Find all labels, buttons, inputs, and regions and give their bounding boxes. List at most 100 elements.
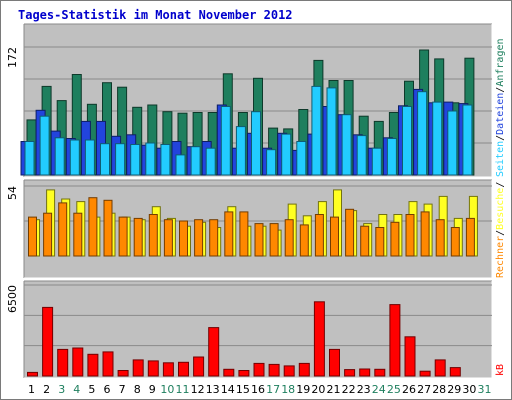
bar-seiten-day-29 [447, 110, 458, 176]
bar-seiten-day-23 [356, 135, 367, 176]
x-tick-label-day-22: 22 [342, 383, 356, 396]
bar-seiten-day-9 [145, 142, 156, 176]
bar-rechner-day-14 [224, 211, 234, 257]
x-tick-label-day-14: 14 [221, 383, 235, 396]
bar-kb-day-16 [253, 362, 265, 377]
bar-seiten-day-16 [251, 111, 261, 176]
bar-kb-day-14 [223, 368, 235, 377]
bar-seiten-day-21 [326, 87, 337, 176]
bar-rechner-day-24 [375, 227, 385, 257]
bar-seiten-day-2 [39, 115, 50, 176]
legend-anfragen: Anfragen [495, 38, 506, 86]
legend-seiten: Seiten [495, 141, 506, 177]
x-tick-label-day-9: 9 [149, 383, 156, 396]
x-tick-label-day-6: 6 [104, 383, 111, 396]
legend-separator: / [495, 230, 506, 236]
bar-kb-day-13 [208, 327, 220, 377]
x-tick-label-day-10: 10 [160, 383, 174, 396]
x-tick-label-day-29: 29 [447, 383, 461, 396]
bar-rechner-day-29 [450, 227, 460, 257]
bar-rechner-day-9 [148, 214, 158, 257]
bar-rechner-day-8 [133, 217, 143, 257]
bar-kb-day-8 [132, 359, 144, 377]
bar-seiten-day-8 [130, 144, 141, 176]
bar-seiten-day-24 [371, 147, 382, 176]
x-tick-label-day-2: 2 [43, 383, 50, 396]
bar-rechner-day-5 [88, 197, 98, 257]
bar-kb-day-15 [238, 370, 250, 377]
x-tick-label-day-5: 5 [88, 383, 95, 396]
bar-kb-day-10 [162, 362, 174, 377]
x-tick-label-day-16: 16 [251, 383, 265, 396]
chart-title: Tages-Statistik im Monat November 2012 [18, 8, 293, 22]
legend-kb: kB [495, 364, 506, 376]
x-tick-label-day-4: 4 [73, 383, 80, 396]
bar-seiten-day-25 [386, 138, 397, 176]
x-tick-label-day-13: 13 [206, 383, 220, 396]
bar-seiten-day-3 [54, 137, 65, 176]
x-tick-label-day-17: 17 [266, 383, 280, 396]
bar-seiten-day-4 [69, 139, 80, 176]
bar-rechner-day-3 [58, 202, 68, 257]
bar-seiten-day-11 [175, 154, 186, 176]
bar-kb-day-5 [87, 353, 99, 377]
bar-seiten-day-28 [432, 101, 443, 176]
bar-rechner-day-18 [284, 219, 294, 257]
bar-kb-day-28 [434, 359, 446, 377]
x-tick-label-day-7: 7 [119, 383, 126, 396]
bar-kb-day-26 [404, 336, 416, 377]
bar-kb-day-20 [313, 301, 325, 377]
bar-rechner-day-12 [194, 219, 204, 257]
bar-kb-day-12 [193, 356, 205, 377]
bar-kb-day-25 [389, 304, 401, 377]
bottom-ymax-label: 6500 [6, 285, 19, 313]
bar-rechner-day-4 [73, 212, 83, 257]
bar-rechner-day-15 [239, 211, 249, 257]
x-tick-label-day-3: 3 [58, 383, 65, 396]
bar-kb-day-4 [72, 347, 84, 377]
x-tick-label-day-23: 23 [357, 383, 371, 396]
bar-rechner-day-17 [269, 223, 279, 257]
bar-rechner-day-6 [103, 199, 113, 257]
bar-rechner-day-13 [209, 219, 219, 257]
bar-kb-day-9 [147, 360, 159, 377]
bar-seiten-day-27 [417, 91, 428, 176]
x-tick-label-day-26: 26 [402, 383, 416, 396]
x-tick-label-day-30: 30 [462, 383, 476, 396]
bar-kb-day-22 [344, 369, 356, 377]
bar-rechner-day-26 [405, 214, 415, 257]
bar-rechner-day-23 [360, 225, 370, 257]
bar-kb-day-1 [27, 371, 38, 377]
bar-kb-day-17 [268, 363, 280, 377]
bar-kb-day-18 [283, 365, 295, 377]
bar-kb-day-24 [374, 368, 386, 377]
bar-kb-day-2 [42, 306, 54, 377]
x-tick-label-day-20: 20 [311, 383, 325, 396]
bar-kb-day-21 [329, 348, 340, 377]
bar-seiten-day-7 [115, 143, 126, 176]
bar-rechner-day-25 [390, 221, 400, 257]
x-tick-label-day-12: 12 [191, 383, 205, 396]
legend-top: Seiten/Dateien/Anfragen [495, 38, 506, 177]
x-tick-label-day-8: 8 [134, 383, 141, 396]
bar-rechner-day-19 [299, 224, 309, 257]
legend-separator: / [495, 135, 506, 141]
bar-kb-day-23 [359, 368, 371, 377]
bar-rechner-day-10 [163, 219, 173, 257]
legend-middle: Rechner/Besuche/ [495, 182, 506, 278]
legend-dateien: Dateien [495, 93, 506, 135]
bar-seiten-day-5 [84, 139, 95, 176]
x-tick-label-day-15: 15 [236, 383, 250, 396]
bar-kb-day-19 [298, 362, 310, 377]
bar-rechner-day-30 [465, 217, 475, 257]
x-tick-label-day-18: 18 [281, 383, 295, 396]
bar-rechner-day-1 [28, 216, 37, 257]
bar-kb-day-6 [102, 351, 114, 377]
bar-seiten-day-15 [235, 126, 246, 176]
x-tick-label-day-27: 27 [417, 383, 431, 396]
legend-bottom: kB [495, 364, 506, 376]
bar-rechner-day-2 [43, 212, 53, 257]
x-tick-label-day-21: 21 [327, 383, 341, 396]
bar-rechner-day-21 [330, 216, 339, 257]
